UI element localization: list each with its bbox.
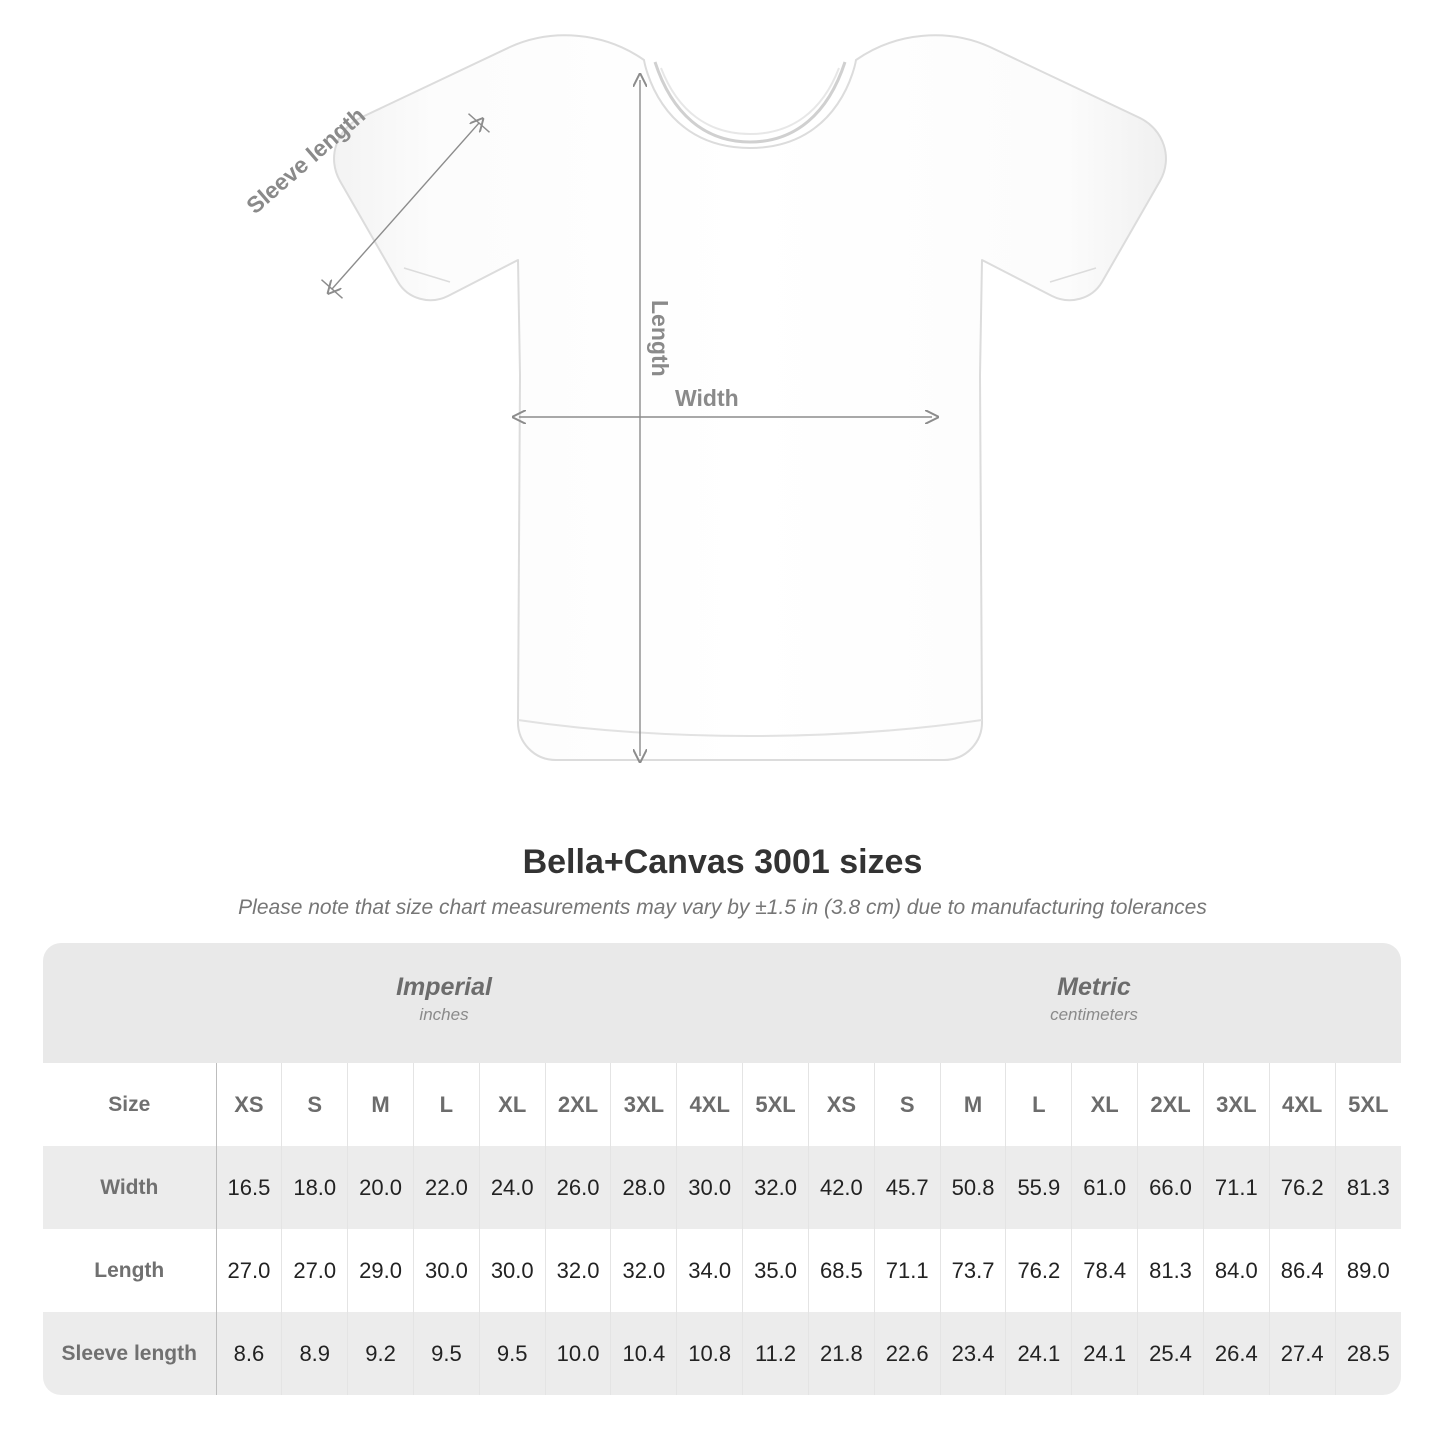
svg-text:Sleeve length: Sleeve length [241,102,370,219]
svg-text:Length: Length [647,300,673,377]
svg-text:Width: Width [675,385,739,411]
